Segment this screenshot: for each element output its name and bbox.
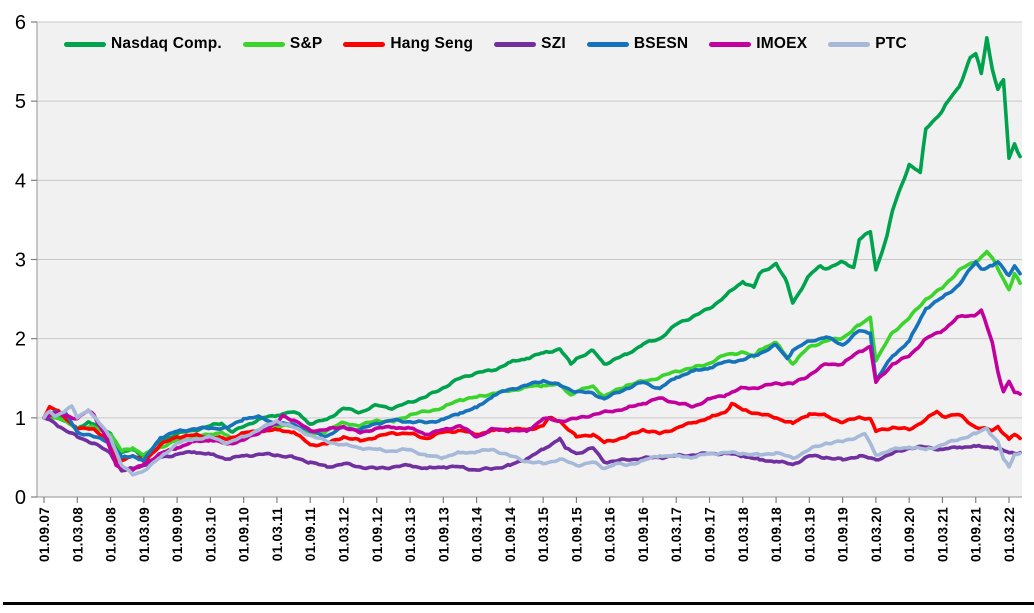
x-tick-label: 01.03.21 <box>935 507 950 562</box>
y-tick-label: 1 <box>15 408 26 430</box>
legend-line-swatch <box>709 41 752 47</box>
x-tick-label: 01.03.17 <box>669 507 684 562</box>
x-tick-label: 01.03.11 <box>270 507 285 561</box>
legend-item-s-p: S&P <box>242 35 323 53</box>
x-tick-label: 01.09.07 <box>37 507 52 562</box>
x-tick-label: 01.03.16 <box>603 507 618 562</box>
y-tick-label: 5 <box>15 91 26 113</box>
legend-item-bsesn: BSESN <box>586 35 689 53</box>
x-tick-label: 01.09.17 <box>703 507 718 562</box>
legend-label: PTC <box>875 35 907 52</box>
legend-label: Nasdaq Comp. <box>111 35 222 52</box>
series-line-ptc <box>42 404 1022 477</box>
x-tick-label: 01.03.13 <box>403 507 418 562</box>
x-tick-label: 01.03.14 <box>470 507 485 562</box>
x-tick-label: 01.09.21 <box>969 507 984 562</box>
x-tick-label: 01.09.19 <box>836 507 851 562</box>
series-line-bsesn <box>42 260 1022 463</box>
legend-line-swatch <box>586 41 629 47</box>
legend-item-ptc: PTC <box>828 35 907 53</box>
legend-label: S&P <box>289 35 323 52</box>
x-tick-label: 01.09.14 <box>503 507 518 562</box>
series-line-imoex <box>42 308 1022 473</box>
x-tick-label: 01.09.09 <box>170 507 185 562</box>
x-tick-label: 01.09.18 <box>769 507 784 562</box>
x-tick-label: 01.09.10 <box>237 507 252 562</box>
x-tick-label: 01.03.09 <box>137 507 152 562</box>
x-tick-label: 01.09.15 <box>569 507 584 562</box>
y-tick-label: 0 <box>15 487 26 509</box>
legend-label: SZI <box>541 35 566 52</box>
legend-line-swatch <box>343 41 386 47</box>
x-tick-label: 01.09.11 <box>303 507 318 561</box>
legend-label: Hang Seng <box>390 35 474 52</box>
x-tick-label: 01.09.20 <box>902 507 917 562</box>
x-tick-label: 01.03.12 <box>336 507 351 562</box>
series-line-szi <box>42 416 1022 473</box>
legend-line-swatch <box>64 41 106 47</box>
legend-line-swatch <box>494 41 537 47</box>
x-tick-label: 01.03.19 <box>802 507 817 562</box>
x-tick-label: 01.03.10 <box>203 507 218 562</box>
x-tick-label: 01.03.15 <box>536 507 551 562</box>
y-tick-label: 3 <box>15 250 26 272</box>
legend-line-swatch <box>242 41 285 47</box>
x-tick-label: 01.09.08 <box>104 507 119 562</box>
x-tick-label: 01.03.18 <box>736 507 751 562</box>
legend-label: IMOEX <box>756 35 808 52</box>
x-tick-label: 01.09.12 <box>370 507 385 562</box>
legend-item-hang-seng: Hang Seng <box>343 35 473 53</box>
legend-item-szi: SZI <box>494 35 566 53</box>
chart-legend: Nasdaq Comp. S&P Hang Seng SZI BSESN IMOEX PTC <box>64 35 907 53</box>
legend-line-swatch <box>828 41 871 47</box>
y-tick-label: 6 <box>15 12 26 34</box>
legend-label: BSESN <box>633 35 689 52</box>
y-tick-label: 2 <box>15 329 26 351</box>
legend-item-imoex: IMOEX <box>709 35 807 53</box>
y-tick-label: 4 <box>15 170 26 192</box>
x-tick-label: 01.09.13 <box>436 507 451 562</box>
legend-item-nasdaq-comp: Nasdaq Comp. <box>64 35 222 53</box>
x-tick-label: 01.03.22 <box>1002 507 1017 562</box>
series-line-nasdaq-comp <box>42 36 1022 458</box>
x-tick-label: 01.09.16 <box>636 507 651 562</box>
x-tick-label: 01.03.08 <box>70 507 85 562</box>
x-tick-label: 01.03.20 <box>869 507 884 562</box>
bottom-border <box>3 602 1034 605</box>
